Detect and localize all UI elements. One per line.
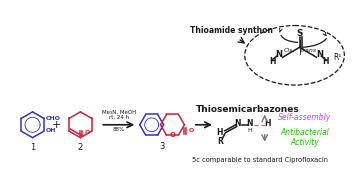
Text: H: H <box>322 57 329 66</box>
Text: +: + <box>52 120 61 130</box>
Text: Thioamide synthon: Thioamide synthon <box>190 26 273 35</box>
Text: Cis.: Cis. <box>284 48 295 53</box>
Text: R: R <box>217 137 223 146</box>
Text: O: O <box>84 130 90 135</box>
Text: H: H <box>269 57 276 66</box>
Text: 5c comparable to standard Ciprofloxacin: 5c comparable to standard Ciprofloxacin <box>192 156 328 163</box>
Text: Antibacterial
Activity: Antibacterial Activity <box>280 128 329 147</box>
Text: O: O <box>170 132 175 138</box>
Text: 3: 3 <box>159 142 165 151</box>
Text: Self-assembly: Self-assembly <box>278 113 331 122</box>
Text: S: S <box>296 29 303 38</box>
Text: Thiosemicarbazones: Thiosemicarbazones <box>196 105 300 114</box>
Text: N: N <box>275 50 282 59</box>
Text: O: O <box>189 128 194 133</box>
Text: H: H <box>248 128 252 133</box>
Text: 88%: 88% <box>113 127 125 132</box>
Text: H: H <box>217 128 223 137</box>
Text: Trans: Trans <box>300 48 317 53</box>
Text: CHO: CHO <box>46 116 60 121</box>
Text: N: N <box>316 50 323 59</box>
Text: N: N <box>246 119 253 128</box>
Text: 1: 1 <box>30 143 35 152</box>
Text: R¹: R¹ <box>333 53 342 62</box>
Text: H: H <box>264 119 271 128</box>
Text: N: N <box>234 119 241 128</box>
Text: 2: 2 <box>78 143 83 152</box>
Text: Me₃N, MeOH: Me₃N, MeOH <box>102 110 136 115</box>
Text: OH: OH <box>46 128 56 133</box>
Text: rt, 24 h: rt, 24 h <box>109 115 129 120</box>
